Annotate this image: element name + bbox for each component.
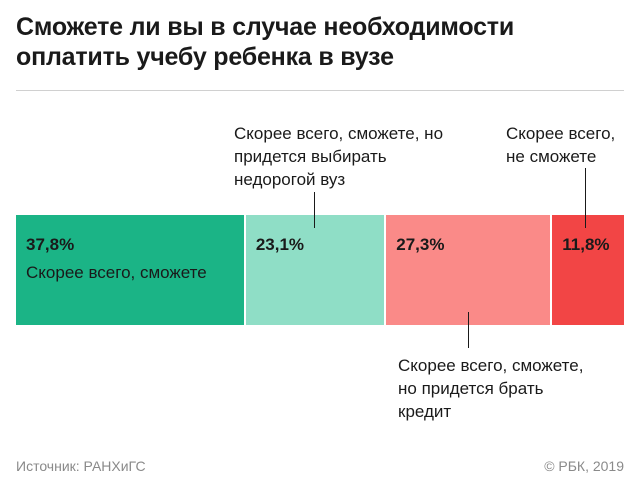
callout-line-cheap-university bbox=[314, 192, 315, 228]
callout-line-loan bbox=[468, 312, 469, 348]
chart-title-line-2: оплатить учебу ребенка в вузе bbox=[16, 43, 394, 71]
copyright-note: © РБК, 2019 bbox=[544, 458, 624, 474]
title-divider bbox=[16, 90, 624, 91]
source-note: Источник: РАНХиГС bbox=[16, 458, 146, 474]
segment-label-able: Скорее всего, сможете bbox=[26, 263, 207, 282]
value-label-unable: 11,8% bbox=[562, 235, 610, 254]
value-label-loan: 27,3% bbox=[396, 235, 445, 254]
stacked-bar: 37,8% Скорее всего, сможете 23,1% 27,3% … bbox=[16, 215, 624, 325]
callout-line-unable bbox=[585, 168, 586, 228]
bar-segment-loan: 27,3% bbox=[386, 215, 553, 325]
bar-segment-unable: 11,8% bbox=[552, 215, 624, 325]
chart-title-line-1: Сможете ли вы в случае необходимости bbox=[16, 13, 515, 41]
chart-title: Сможете ли вы в случае необходимости опл… bbox=[16, 12, 616, 72]
value-label-cheap-university: 23,1% bbox=[255, 235, 305, 254]
bar-segment-able: 37,8% Скорее всего, сможете bbox=[16, 215, 246, 325]
callout-unable: Скорее всего, не сможете bbox=[506, 124, 616, 166]
value-label-able: 37,8% bbox=[26, 235, 75, 254]
callout-loan: Скорее всего, сможете, но придется брать… bbox=[398, 356, 584, 421]
bar-segment-cheap-university: 23,1% bbox=[245, 215, 387, 325]
callout-cheap-university: Скорее всего, сможете, но придется выбир… bbox=[234, 124, 444, 189]
